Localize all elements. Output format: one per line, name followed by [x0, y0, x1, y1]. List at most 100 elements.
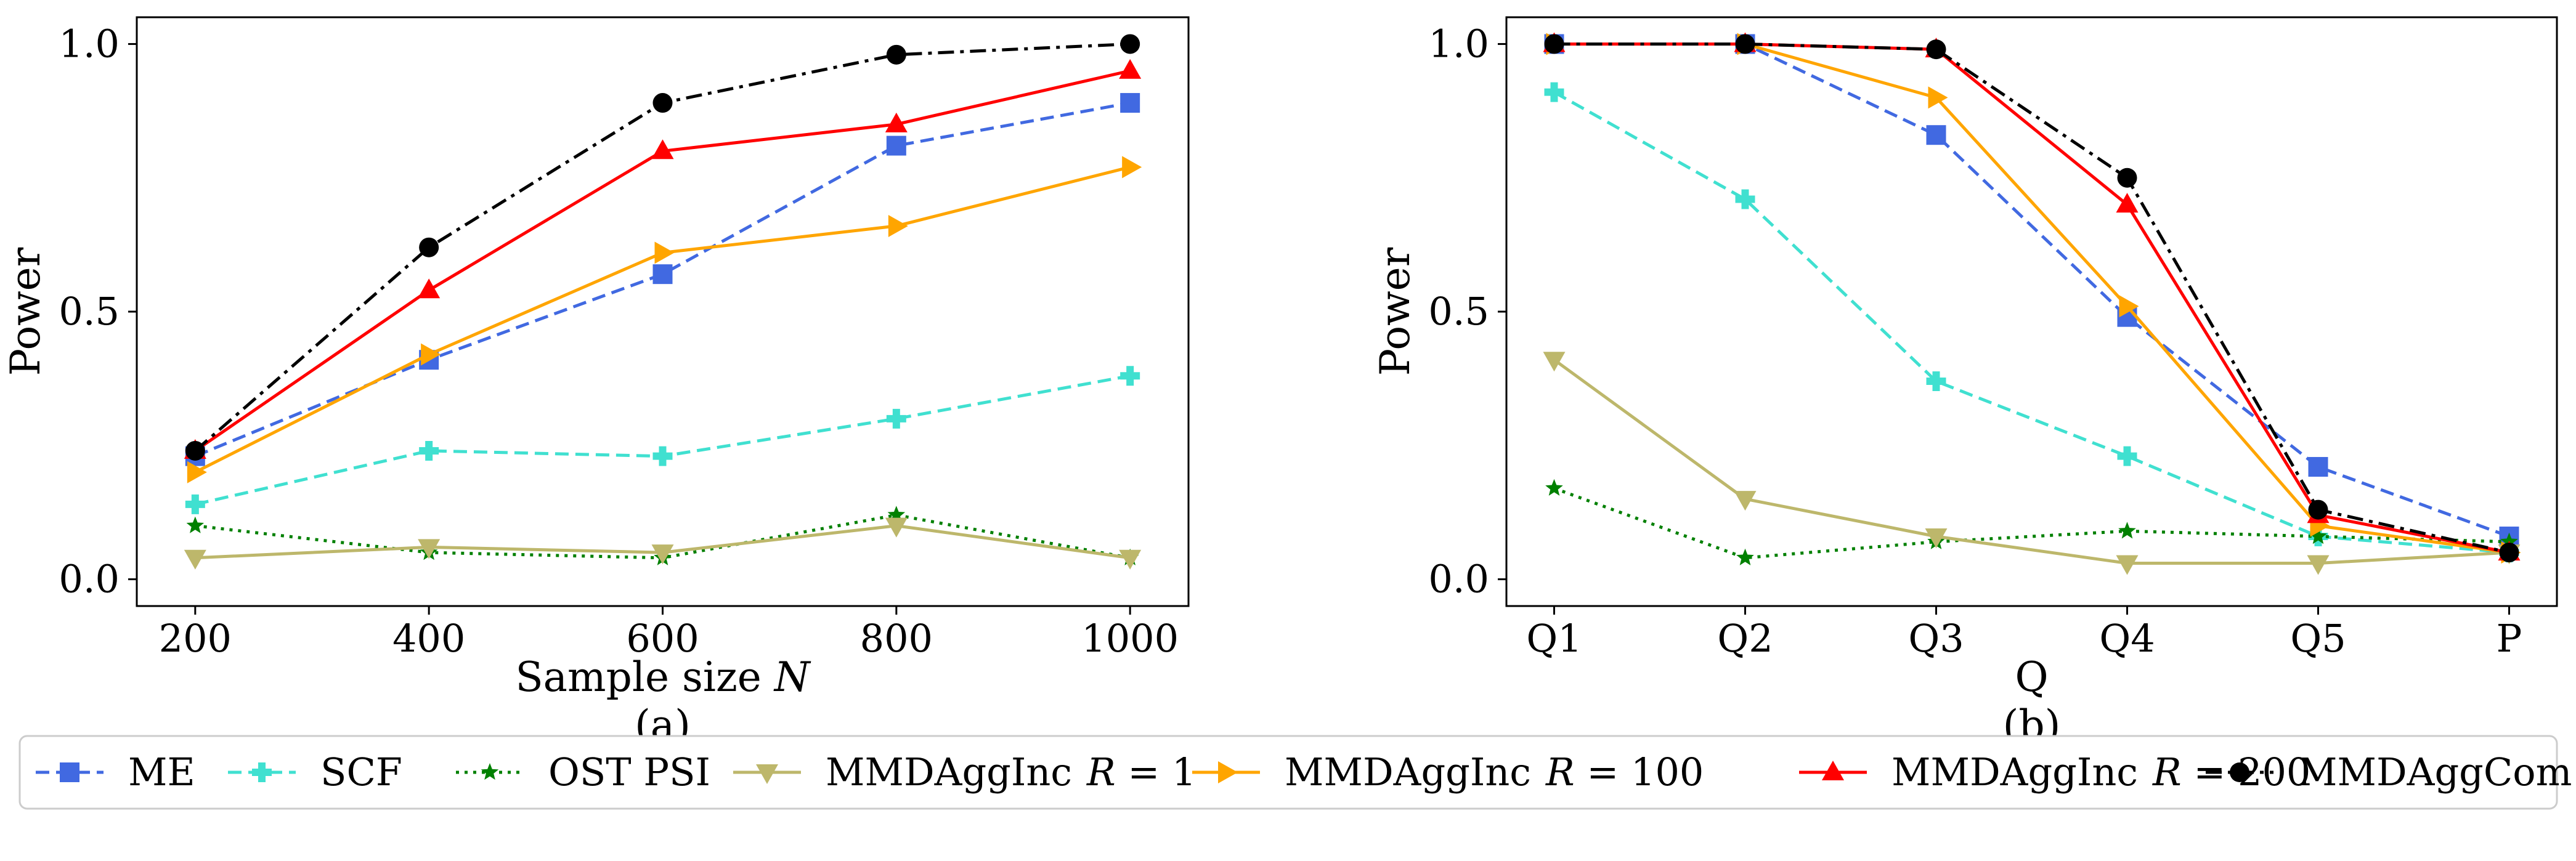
panel-a-series-me [185, 93, 1140, 466]
panel-b-ytick-label: 1.0 [1428, 21, 1489, 66]
legend-marker-ost-psi [481, 763, 499, 780]
panel-a-point-me [886, 135, 906, 156]
panel-a-point-scf [185, 494, 205, 514]
panel-a-point-mmdagginc-r-100 [654, 241, 675, 264]
panel-a-point-mmdagginc-r-100 [421, 343, 441, 366]
panel-a-point-mmdagginc-r-200 [651, 139, 674, 160]
panel-a-line-scf [195, 374, 1131, 506]
panel-b-line-mmdaggcom [1554, 42, 2510, 554]
panel-b-series-mmdagginc-r-100 [1546, 33, 2521, 564]
panel-b-point-mmdaggcom [1735, 34, 1755, 54]
panel-b-xtick-label: P [2497, 616, 2522, 661]
panel-b-line-me [1554, 42, 2510, 538]
panel-b-line-mmdagginc-r-100 [1554, 42, 2509, 554]
legend-item-ost-psi: OST PSI [456, 750, 710, 794]
panel-a-point-mmdaggcom [1120, 34, 1140, 54]
panel-b-line-mmdagginc-r-1 [1553, 358, 2509, 565]
panel-a-xtick-label: 600 [626, 616, 699, 661]
panel-b-xtick-label: Q5 [2290, 616, 2346, 661]
panel-b-point-me [2308, 457, 2328, 477]
panel-a-line-mmdagginc-r-100 [194, 165, 1131, 474]
panel-b-xtick-label: Q4 [2099, 616, 2155, 661]
legend-label-mmdagginc-r-1: MMDAggInc R = 1 [826, 750, 1196, 794]
panel-a-series-mmdaggcom [185, 34, 1140, 461]
legend-item-mmdagginc-r-100: MMDAggInc R = 100 [1192, 750, 1704, 794]
panel-b-xlabel: Q [2015, 653, 2048, 701]
panel-a-ylabel: Power [2, 247, 49, 376]
panel-b-point-ost-psi [2118, 522, 2136, 539]
panel-b-point-scf [1544, 82, 1564, 102]
panel-a-series-mmdagginc-r-100 [187, 156, 1142, 483]
panel-a-point-mmdagginc-r-200 [1119, 59, 1142, 79]
panel-b-xtick-label: Q1 [1526, 616, 1582, 661]
legend-item-mmdagginc-r-200: MMDAggInc R = 200 [1799, 750, 2310, 794]
panel-b-point-scf [1735, 189, 1755, 209]
panel-a-point-mmdagginc-r-1 [418, 539, 441, 559]
legend-label-me: ME [128, 750, 195, 794]
panel-b-point-scf [2117, 446, 2137, 466]
panel-b-line-scf [1553, 91, 2509, 554]
panel-a-line-me [194, 101, 1131, 458]
panel-a-xtick-label: 200 [159, 616, 232, 661]
panel-b-point-mmdagginc-r-1 [1734, 491, 1757, 511]
panel-a-point-mmdagginc-r-1 [651, 544, 674, 565]
legend-label-mmdagginc-r-200: MMDAggInc R = 200 [1891, 750, 2310, 794]
panel-b-point-ost-psi [2309, 527, 2327, 544]
panel-a-point-mmdaggcom [419, 237, 439, 257]
panel-a-point-mmdagginc-r-100 [888, 214, 908, 237]
panel-a-point-mmdagginc-r-1 [885, 517, 908, 538]
legend-marker-mmdaggcom [2230, 762, 2249, 782]
panel-b-ylabel: Power [1371, 247, 1419, 376]
panel-b-point-mmdaggcom [1544, 34, 1564, 54]
legend-label-mmdaggcom: MMDAggCom [2298, 750, 2572, 794]
panel-b-point-mmdagginc-r-1 [2307, 555, 2330, 575]
panel-b-point-ost-psi [1736, 548, 1754, 565]
legend-item-mmdaggcom: MMDAggCom [2206, 750, 2572, 794]
panel-b-series-mmdagginc-r-200 [1543, 32, 2521, 561]
legend-marker-me [60, 762, 79, 782]
panel-b-point-scf [1926, 371, 1946, 391]
panel-a-point-mmdaggcom [886, 44, 906, 65]
panel-b-point-mmdagginc-r-1 [1925, 528, 1948, 549]
panel-b-point-mmdagginc-r-100 [2119, 295, 2139, 318]
panel-a-point-mmdagginc-r-1 [1119, 549, 1142, 570]
legend-item-mmdagginc-r-1: MMDAggInc R = 1 [733, 750, 1196, 794]
panel-b-series-scf [1544, 82, 2519, 563]
panel-b-point-mmdaggcom [2117, 168, 2137, 188]
panel-b-ytick-label: 0.5 [1428, 289, 1489, 334]
panel-a-point-mmdagginc-r-100 [187, 461, 207, 483]
panel-b-series-mmdaggcom [1544, 34, 2519, 563]
panel-a-point-mmdagginc-r-200 [885, 112, 908, 132]
panel-a-ytick-label: 1.0 [59, 21, 120, 66]
panel-b-point-mmdagginc-r-1 [2116, 555, 2139, 575]
legend-marker-scf [252, 762, 272, 782]
panel-b-series-mmdagginc-r-1 [1543, 352, 2521, 575]
panel-a-point-mmdagginc-r-1 [184, 549, 206, 570]
panel-a-point-scf [1120, 366, 1140, 386]
panel-a: 200 400 600 800 1000 0.0 0.5 1.0 Power Sample siz… [2, 16, 1190, 749]
panel-b-point-me [1926, 125, 1946, 145]
legend-marker-mmdagginc-r-200 [1822, 761, 1844, 780]
legend-item-scf: SCF [228, 750, 402, 794]
panel-a-point-mmdaggcom [185, 440, 205, 461]
panel-a-point-scf [886, 408, 906, 429]
legend: ME SCF OST PSI MMDAggInc R = 1 MMDAggInc R = 1… [18, 735, 2572, 810]
legend-label-ost-psi: OST PSI [548, 750, 710, 794]
legend-marker-mmdagginc-r-100 [1218, 761, 1238, 783]
panel-b-point-mmdaggcom [1926, 39, 1946, 60]
panel-b-xtick-label: Q3 [1908, 616, 1964, 661]
panel-a-point-ost-psi [887, 506, 906, 523]
panel-a-point-me [1120, 93, 1140, 113]
panel-a-point-scf [652, 446, 673, 466]
panel-b-point-ost-psi [1545, 479, 1563, 496]
panel-a-point-mmdagginc-r-100 [1122, 156, 1142, 179]
panel-a-series-mmdagginc-r-1 [184, 517, 1142, 570]
legend-label-scf: SCF [320, 750, 402, 794]
panel-a-point-mmdaggcom [652, 93, 673, 113]
panel-b-axes-frame [1505, 16, 2558, 607]
panel-a-line-ost-psi [195, 513, 1131, 560]
panel-b-ytick-label: 0.0 [1428, 557, 1489, 602]
panel-a-xtick-label: 1000 [1081, 616, 1179, 661]
